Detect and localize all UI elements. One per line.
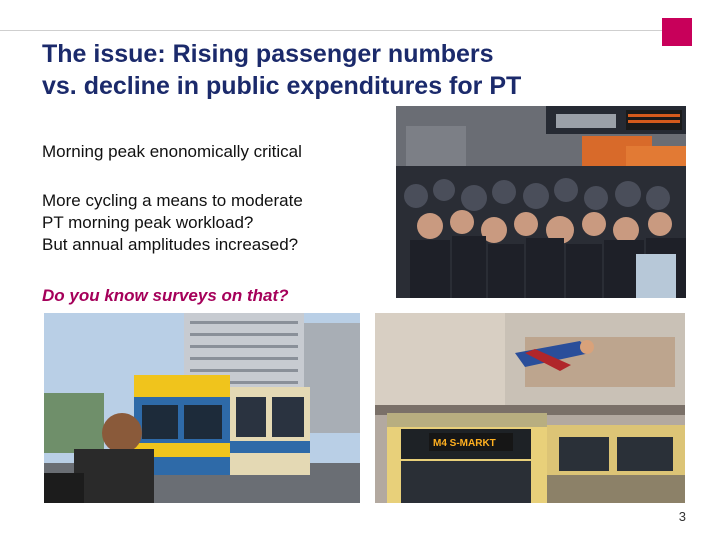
crowded-platform-photo bbox=[396, 106, 686, 298]
slide-title: The issue: Rising passenger numbers vs. … bbox=[42, 38, 602, 102]
slide-title-line-2: vs. decline in public expenditures for P… bbox=[42, 72, 522, 100]
tram-and-cyclist-photo bbox=[44, 313, 360, 503]
slide-title-line-1: The issue: Rising passenger numbers bbox=[42, 40, 494, 68]
tram-destination-sign: M4 S-MARKT bbox=[433, 438, 496, 449]
point-cycling: More cycling a means to moderate PT morn… bbox=[42, 190, 303, 256]
point-cycling-line-1: More cycling a means to moderate bbox=[42, 191, 303, 210]
page-number: 3 bbox=[678, 509, 686, 524]
brand-accent-square bbox=[662, 18, 692, 46]
header-rule bbox=[0, 30, 662, 31]
point-morning-peak: Morning peak enonomically critical bbox=[42, 142, 302, 161]
point-cycling-line-3: But annual amplitudes increased? bbox=[42, 235, 299, 254]
tram-and-billboard-photo: M4 S-MARKT bbox=[375, 313, 685, 503]
point-cycling-line-2: PT morning peak workload? bbox=[42, 213, 254, 232]
question-surveys: Do you know surveys on that? bbox=[42, 286, 289, 305]
